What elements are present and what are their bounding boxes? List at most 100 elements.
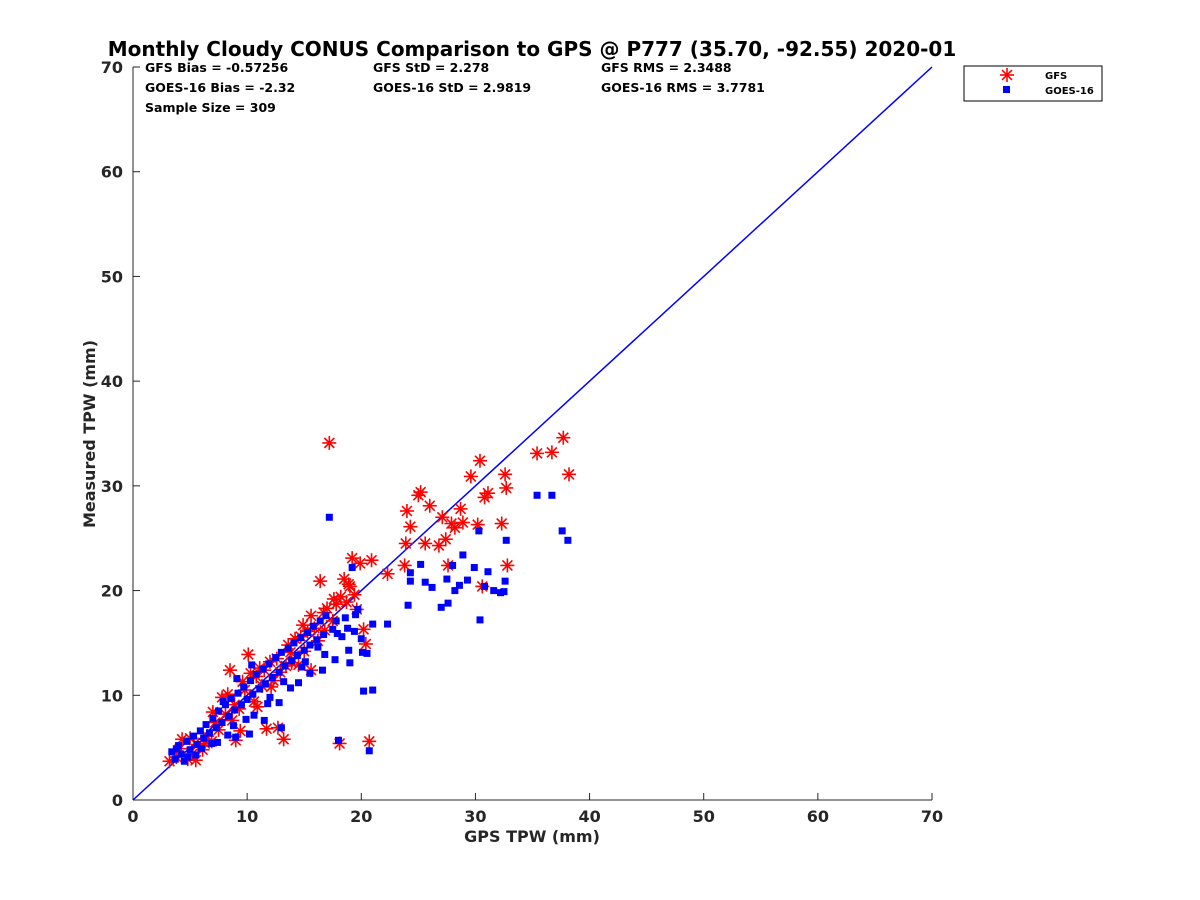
asterisk-stroke xyxy=(440,533,452,545)
goes-16-point xyxy=(490,587,498,595)
gfs-point xyxy=(345,551,360,566)
goes-16-point xyxy=(470,564,478,572)
goes-16-point xyxy=(444,599,452,607)
stats-annotation: GFS Bias = -0.57256 GFS StD = 2.278 GFS … xyxy=(145,60,765,115)
asterisk-stroke xyxy=(245,667,257,679)
gfs-point xyxy=(259,721,274,736)
asterisk-stroke xyxy=(346,552,358,564)
goes-16-point xyxy=(341,614,349,622)
goes-16-point xyxy=(277,724,285,732)
gfs-point xyxy=(438,532,453,547)
asterisk-stroke xyxy=(360,638,372,650)
goes-16-point xyxy=(284,644,292,652)
goes-16-point xyxy=(325,513,333,521)
gfs-point xyxy=(403,519,418,534)
goes-16-point xyxy=(297,634,305,642)
goes-16-point xyxy=(268,673,276,681)
goes-16-point xyxy=(272,654,280,662)
gfs-point xyxy=(500,558,515,573)
goes-16-point xyxy=(171,755,179,763)
gfs-point xyxy=(347,587,362,602)
goes-16-point xyxy=(265,660,273,668)
goes-16-point xyxy=(360,687,368,695)
chart-title: Monthly Cloudy CONUS Comparison to GPS @… xyxy=(108,37,957,61)
goes-16-point xyxy=(406,577,414,585)
goes-16-point xyxy=(484,568,492,576)
goes-16-point xyxy=(437,603,445,611)
reference-line xyxy=(132,66,933,801)
goes-bias-text: GOES-16 Bias = -2.32 xyxy=(145,80,295,95)
goes-16-point xyxy=(245,730,253,738)
goes-16-point xyxy=(189,732,197,740)
gfs-point xyxy=(341,577,356,592)
goes-16-point xyxy=(354,605,362,613)
goes-16-point xyxy=(227,694,235,702)
goes-16-point xyxy=(558,527,566,535)
gfs-point xyxy=(399,503,414,518)
goes-16-point xyxy=(313,636,321,644)
axes xyxy=(132,67,932,801)
goes-16-point xyxy=(209,714,217,722)
asterisk-stroke xyxy=(348,589,360,601)
goes-16-point xyxy=(338,633,346,641)
asterisk-stroke xyxy=(222,688,234,700)
asterisk-stroke xyxy=(472,519,484,531)
goes-16-point xyxy=(277,648,285,656)
goes-16-point xyxy=(249,690,257,698)
goes-16-point xyxy=(248,661,256,669)
y-tick-label: 40 xyxy=(101,372,123,391)
asterisk-stroke xyxy=(455,503,467,515)
gfs-point xyxy=(397,558,412,573)
x-tick-label: 60 xyxy=(807,807,829,826)
goes-16-point xyxy=(293,651,301,659)
goes-16-point xyxy=(208,739,216,747)
goes-16-point xyxy=(475,527,483,535)
goes-16-point xyxy=(252,670,260,678)
goes-16-point xyxy=(275,668,283,676)
legend-goes-label: GOES-16 xyxy=(1045,86,1094,97)
goes-16-point xyxy=(345,646,353,654)
gfs-point xyxy=(422,498,437,513)
gfs-point xyxy=(562,467,577,482)
goes-16-point xyxy=(451,587,459,595)
goes-16-point xyxy=(260,716,268,724)
goes-16-point xyxy=(196,727,204,735)
asterisk-stroke xyxy=(363,735,375,747)
goes-16-point xyxy=(205,729,213,737)
goes-16-point xyxy=(316,617,324,625)
goes-16-point xyxy=(231,706,239,714)
asterisk-stroke xyxy=(500,482,512,494)
asterisk-stroke xyxy=(261,723,273,735)
asterisk-stroke xyxy=(557,432,569,444)
tick-group: 0 10 20 30 40 50 60 70 0 10 20 30 40 50 60 70 xyxy=(101,58,943,826)
goes-16-series xyxy=(168,491,572,765)
asterisk-stroke xyxy=(499,468,511,480)
goes-16-point xyxy=(443,575,451,583)
asterisk-stroke xyxy=(226,714,238,726)
goes-16-point xyxy=(300,646,308,654)
goes-16-point xyxy=(548,491,556,499)
goes-16-point xyxy=(502,536,510,544)
goes-16-point xyxy=(281,662,289,670)
gfs-point xyxy=(364,553,379,568)
goes-16-point xyxy=(463,576,471,584)
asterisk-stroke xyxy=(399,559,411,571)
asterisk-stroke xyxy=(401,505,413,517)
asterisk-stroke xyxy=(285,646,297,658)
goes-16-point xyxy=(334,736,342,744)
goes-16-point xyxy=(346,659,354,667)
gfs-point xyxy=(455,515,470,530)
goes-16-point xyxy=(369,620,377,628)
goes-16-point xyxy=(259,665,267,673)
goes-16-point xyxy=(295,679,303,687)
goes-16-point xyxy=(250,711,258,719)
y-axis-label: Measured TPW (mm) xyxy=(80,340,99,528)
gfs-point xyxy=(498,467,513,482)
asterisk-stroke xyxy=(209,716,221,729)
goes-16-point xyxy=(417,560,425,568)
gfs-point xyxy=(362,734,377,749)
asterisk-stroke xyxy=(436,511,448,523)
goes-16-point xyxy=(329,625,337,633)
gfs-point xyxy=(544,445,559,460)
